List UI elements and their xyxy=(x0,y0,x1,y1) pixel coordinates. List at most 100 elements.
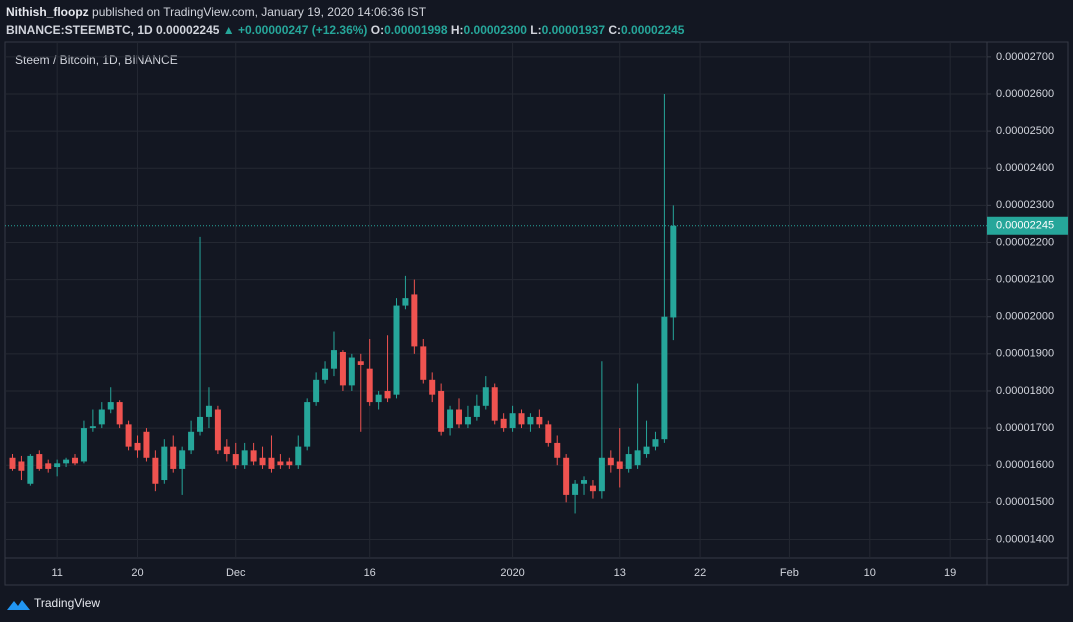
candle-body xyxy=(393,305,400,395)
candle-body xyxy=(670,225,677,318)
candle-body xyxy=(598,457,605,492)
candle-body xyxy=(366,368,373,403)
candle-body xyxy=(509,413,516,429)
candle-body xyxy=(625,454,632,469)
x-tick-label: 19 xyxy=(944,567,956,579)
last-price-box xyxy=(987,216,1068,235)
grid xyxy=(5,42,987,558)
candle-body xyxy=(348,357,355,386)
published: published on TradingView.com, January 19… xyxy=(92,5,427,19)
candle-body xyxy=(330,350,337,369)
candle-body xyxy=(473,405,480,417)
brand: TradingView xyxy=(34,596,100,610)
candle-body xyxy=(197,416,204,432)
x-tick-label: 10 xyxy=(864,567,876,579)
candle-body xyxy=(491,387,498,421)
frame xyxy=(4,41,1069,586)
candle-body xyxy=(322,368,329,380)
candle-body xyxy=(447,409,454,429)
x-tick-label: Dec xyxy=(226,567,246,579)
candle-body xyxy=(188,431,195,451)
ohlc-line: BINANCE:STEEMBTC, 1D 0.00002245 ▲ +0.000… xyxy=(6,21,684,39)
o-label: O: xyxy=(370,23,385,37)
candle-body xyxy=(438,390,445,432)
candle-body xyxy=(152,457,159,484)
candle-body xyxy=(125,424,132,447)
logo-icon xyxy=(7,600,30,610)
candle-body xyxy=(339,351,346,386)
candle-body xyxy=(572,483,579,495)
change: ▲ +0.00000247 (+12.36%) xyxy=(222,23,368,37)
candle-body xyxy=(9,457,16,469)
candles xyxy=(9,93,677,514)
candle-body xyxy=(375,394,382,403)
candle-body xyxy=(80,428,87,462)
candle-body xyxy=(232,454,239,466)
candle-body xyxy=(98,409,105,425)
candle-body xyxy=(402,298,409,306)
candle-body xyxy=(589,485,596,492)
candle-body xyxy=(634,450,641,466)
candle-body xyxy=(420,346,427,380)
candle-body xyxy=(72,457,79,464)
candle-body xyxy=(54,463,61,468)
candle-body xyxy=(661,316,668,440)
x-tick-label: Feb xyxy=(780,567,799,579)
candle-body xyxy=(205,405,212,417)
l-label: L: xyxy=(530,23,542,37)
candle-body xyxy=(518,413,525,425)
candle-body xyxy=(107,402,114,410)
h: 0.00002300 xyxy=(463,23,527,37)
y-tick-label: 0.00001500 xyxy=(996,496,1054,508)
candle-body xyxy=(527,416,534,425)
y-tick-label: 0.00002500 xyxy=(996,125,1054,137)
candle-body xyxy=(214,409,221,451)
candle-body xyxy=(563,457,570,495)
candle-body xyxy=(581,480,588,484)
y-tick-label: 0.00001600 xyxy=(996,459,1054,471)
candle-body xyxy=(116,402,123,425)
candle-body xyxy=(250,450,257,462)
candle-body xyxy=(357,361,364,365)
candle-body xyxy=(616,461,623,469)
y-tick-label: 0.00002100 xyxy=(996,273,1054,285)
l: 0.00001937 xyxy=(541,23,606,37)
candle-body xyxy=(313,379,320,403)
candle-body xyxy=(36,454,43,469)
x-tick-label: 22 xyxy=(694,567,706,579)
o: 0.00001998 xyxy=(384,23,448,37)
publish-line: Nithish_floopz published on TradingView.… xyxy=(6,3,684,21)
y-tick-label: 0.00002300 xyxy=(996,199,1054,211)
candle-body xyxy=(161,446,168,481)
x-tick-label: 11 xyxy=(51,567,62,579)
candle-body xyxy=(295,446,302,466)
candle-body xyxy=(554,442,561,458)
c: 0.00002245 xyxy=(621,23,685,37)
y-tick-label: 0.00002700 xyxy=(996,51,1054,63)
y-tick-label: 0.00002000 xyxy=(996,311,1054,323)
candle-body xyxy=(27,455,34,484)
candle-body xyxy=(456,409,462,425)
y-tick-label: 0.00001900 xyxy=(996,348,1054,360)
candle-body xyxy=(304,402,311,447)
y-tick-label: 0.00001700 xyxy=(996,422,1054,434)
candle-body xyxy=(268,457,275,469)
last: 0.00002245 xyxy=(156,23,220,37)
candle-body xyxy=(652,439,659,447)
candle-body xyxy=(286,461,293,466)
candle-body xyxy=(411,294,418,347)
candle-body xyxy=(223,446,230,455)
y-tick-label: 0.00001400 xyxy=(996,533,1054,545)
candle-body xyxy=(259,457,266,466)
x-tick-label: 16 xyxy=(364,567,376,579)
candle-body xyxy=(45,463,52,469)
x-tick-label: 13 xyxy=(614,567,626,579)
x-tick-label: 2020 xyxy=(500,567,524,579)
candle-body xyxy=(643,446,650,455)
candle-body xyxy=(63,459,70,464)
h-label: H: xyxy=(450,23,464,37)
candle-body xyxy=(384,390,391,399)
candle-body xyxy=(464,416,471,425)
